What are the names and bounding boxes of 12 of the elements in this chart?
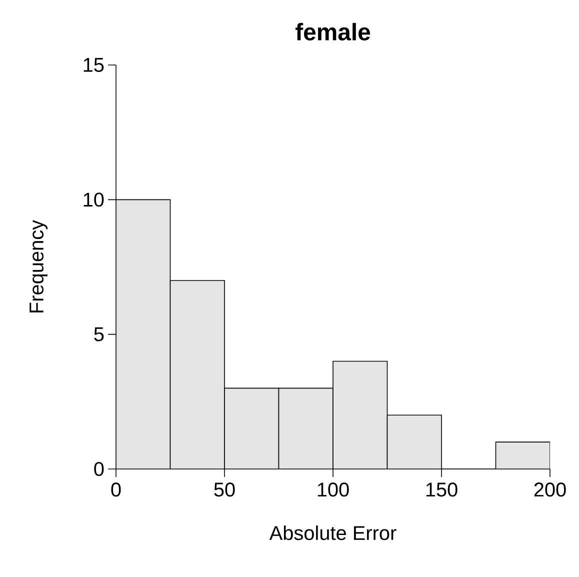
x-tick-label: 100 <box>318 482 349 497</box>
y-axis-title: Frequency <box>30 220 48 312</box>
y-tick-label: 0 <box>94 462 104 476</box>
chart-title: female <box>296 22 370 40</box>
x-tick-label: 50 <box>214 482 235 497</box>
x-tick-label: 150 <box>426 482 458 497</box>
y-tick-label: 5 <box>94 327 104 342</box>
y-tick-label: 10 <box>84 192 104 207</box>
x-axis-title: Absolute Error <box>269 525 396 540</box>
x-tick-label: 200 <box>534 482 566 497</box>
x-tick-label: 0 <box>111 482 121 497</box>
y-tick-label: 15 <box>84 58 104 72</box>
